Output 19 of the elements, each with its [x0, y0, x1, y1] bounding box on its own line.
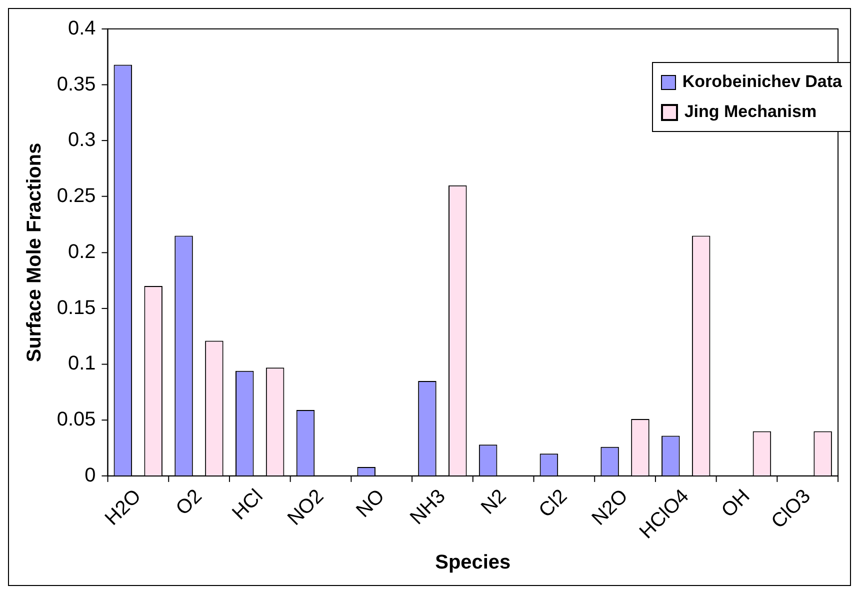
y-tick-label: 0.1 [68, 352, 96, 375]
y-tick-label: 0.25 [56, 185, 96, 208]
legend-label: Jing Mechanism [684, 101, 817, 123]
x-tick-label: O2 [172, 485, 206, 520]
y-tick-label: 0.35 [56, 73, 96, 96]
x-tick-label: OH [717, 485, 754, 522]
legend-label: Korobeinichev Data [682, 71, 842, 93]
y-tick-label: 0.4 [68, 17, 96, 40]
y-tick-label: 0.3 [68, 129, 96, 152]
x-tick-label: N2 [477, 485, 511, 519]
y-tick-label: 0 [84, 464, 96, 486]
x-axis-title: Species [435, 552, 511, 574]
y-tick-label: 0.2 [68, 240, 96, 263]
x-tick-label: Cl2 [534, 485, 572, 522]
y-tick-label: 0.15 [56, 296, 96, 319]
y-tick-label: 0.05 [56, 408, 96, 431]
y-axis-title: Surface Mole Fractions [23, 142, 46, 362]
x-tick-label: NO [352, 485, 389, 522]
x-tick-label: HCl [228, 485, 268, 524]
